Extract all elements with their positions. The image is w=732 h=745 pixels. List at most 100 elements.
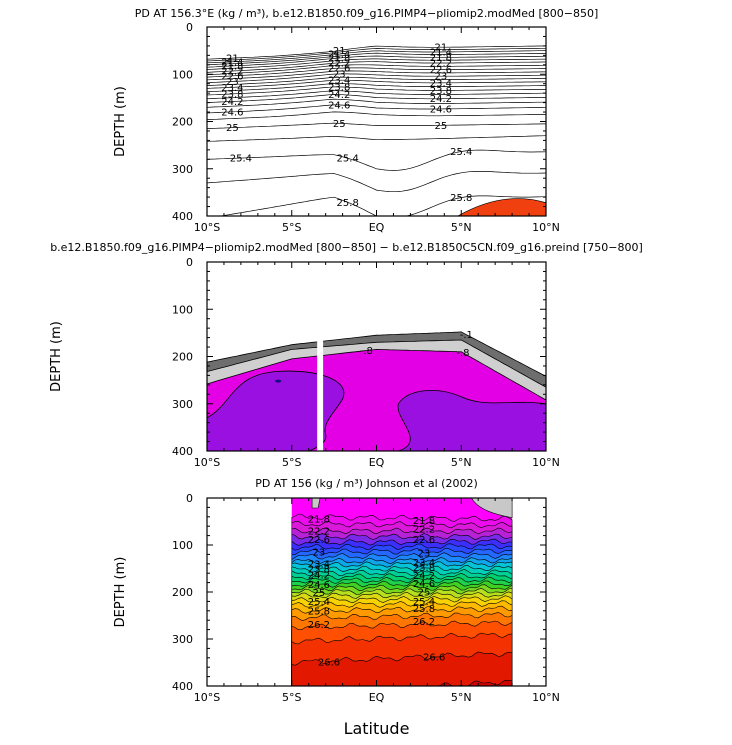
x-axis-label: Latitude — [344, 719, 410, 738]
contour-label: 23.4 — [328, 76, 350, 87]
y-tick-label: 100 — [172, 303, 193, 316]
contour-label: 24.6 — [413, 579, 435, 590]
y-tick-label: 400 — [172, 210, 193, 223]
contour-label: 21.4 — [328, 50, 350, 61]
contour-label: 23.4 — [308, 560, 330, 571]
contour-label: 25.4 — [230, 154, 252, 165]
contour-line — [207, 111, 546, 120]
contour-label: 25.4 — [337, 154, 359, 165]
x-tick-label: 5°S — [282, 456, 301, 469]
contour-line — [207, 76, 546, 86]
contour-label: 25.8 — [450, 193, 472, 204]
y-tick-label: 300 — [172, 633, 193, 646]
chart-title: PD AT 156.3°E (kg / m³), b.e12.B1850.f09… — [135, 7, 599, 20]
x-tick-label: 10°N — [532, 691, 560, 704]
density-band — [207, 27, 546, 216]
x-tick-label: 10°S — [194, 456, 220, 469]
contour-label: 23 — [435, 72, 448, 83]
contour-label: 26.6 — [423, 652, 445, 663]
surface-patch — [311, 498, 321, 509]
contour-label: 24.2 — [413, 571, 435, 582]
x-tick-label: EQ — [369, 691, 385, 704]
contour-label: 23 — [418, 548, 431, 559]
x-tick-label: 5°N — [451, 456, 472, 469]
contour-label: 23.4 — [221, 83, 243, 94]
x-tick-label: EQ — [369, 456, 385, 469]
y-tick-label: 200 — [172, 351, 193, 364]
contour-label: 22.2 — [328, 58, 350, 69]
difference-band — [207, 370, 345, 451]
contour-label: 24.2 — [308, 570, 330, 581]
contour-line — [207, 83, 546, 93]
data-gap — [317, 339, 324, 451]
contour-label: 21.8 — [221, 61, 243, 72]
contour-label: 24.6 — [430, 104, 452, 115]
contour-line — [207, 47, 546, 62]
contour-line — [207, 55, 546, 68]
contour-label: 22.6 — [413, 535, 435, 546]
contour-line — [207, 61, 546, 73]
x-tick-label: 5°N — [451, 691, 472, 704]
contour-label: 24.2 — [430, 94, 452, 105]
contour-line — [207, 171, 546, 193]
contour-label: 21.8 — [430, 53, 452, 64]
chart-title: PD AT 156 (kg / m³) Johnson et al (2002) — [255, 477, 478, 490]
x-tick-label: 10°S — [194, 221, 220, 234]
contour-label: 26.2 — [308, 620, 330, 631]
y-tick-label: 100 — [172, 539, 193, 552]
x-tick-label: 5°S — [282, 691, 301, 704]
contour-label: 25 — [313, 588, 326, 599]
y-tick-label: 400 — [172, 445, 193, 458]
contour-line — [207, 86, 546, 96]
contour-label: 25.4 — [308, 597, 330, 608]
contour-label: 24.6 — [221, 107, 243, 118]
contour-label: 25 — [435, 121, 448, 132]
contour-label: 21.8 — [308, 515, 330, 526]
y-tick-label: 300 — [172, 163, 193, 176]
x-tick-label: 10°N — [532, 456, 560, 469]
contour-line — [207, 98, 546, 108]
contour-label: 25 — [333, 119, 346, 130]
contour-line — [218, 195, 546, 216]
panel-density-difference: -.1 -.8 -.8 10°S 5°S EQ 5°N 10°N 0 100 200 300 400 DE… — [49, 241, 643, 469]
contour-label: 25.8 — [337, 198, 359, 209]
contour-line — [207, 70, 546, 81]
contour-label: 21.8 — [413, 516, 435, 527]
contour-label: -.8 — [456, 348, 469, 359]
contour-label: 25.4 — [450, 147, 472, 158]
y-tick-label: 0 — [186, 492, 193, 505]
contour-line — [207, 52, 546, 66]
contour-label: 22.2 — [221, 67, 243, 78]
contour-label: 21 — [333, 46, 346, 57]
contour-label: 25.8 — [308, 607, 330, 618]
y-axis-label: DEPTH (m) — [113, 557, 128, 628]
difference-band — [397, 390, 546, 451]
contour-line — [207, 58, 546, 70]
contour-label: 23 — [313, 547, 326, 558]
contour-label: 22.6 — [430, 65, 452, 76]
contour-line — [207, 79, 546, 89]
contour-label: 25.8 — [413, 604, 435, 615]
contour-label: 25 — [226, 123, 239, 134]
y-tick-label: 400 — [172, 680, 193, 693]
y-tick-label: 200 — [172, 116, 193, 129]
contour-label: -.8 — [360, 346, 373, 357]
contour-line — [207, 122, 546, 129]
contour-label: 25 — [418, 587, 431, 598]
contour-label: 26.6 — [318, 658, 340, 669]
contour-line — [207, 50, 546, 64]
contour-label: 24.2 — [328, 90, 350, 101]
contour-label: -.1 — [460, 330, 473, 341]
contour-line — [207, 64, 546, 76]
x-tick-label: EQ — [369, 221, 385, 234]
contour-label: 23.8 — [430, 86, 452, 97]
contour-line — [207, 45, 546, 60]
contour-label: 22.2 — [430, 59, 452, 70]
contour-label: 23 — [226, 77, 239, 88]
contour-label: 21 — [435, 43, 448, 54]
contour-label: 21.8 — [328, 53, 350, 64]
